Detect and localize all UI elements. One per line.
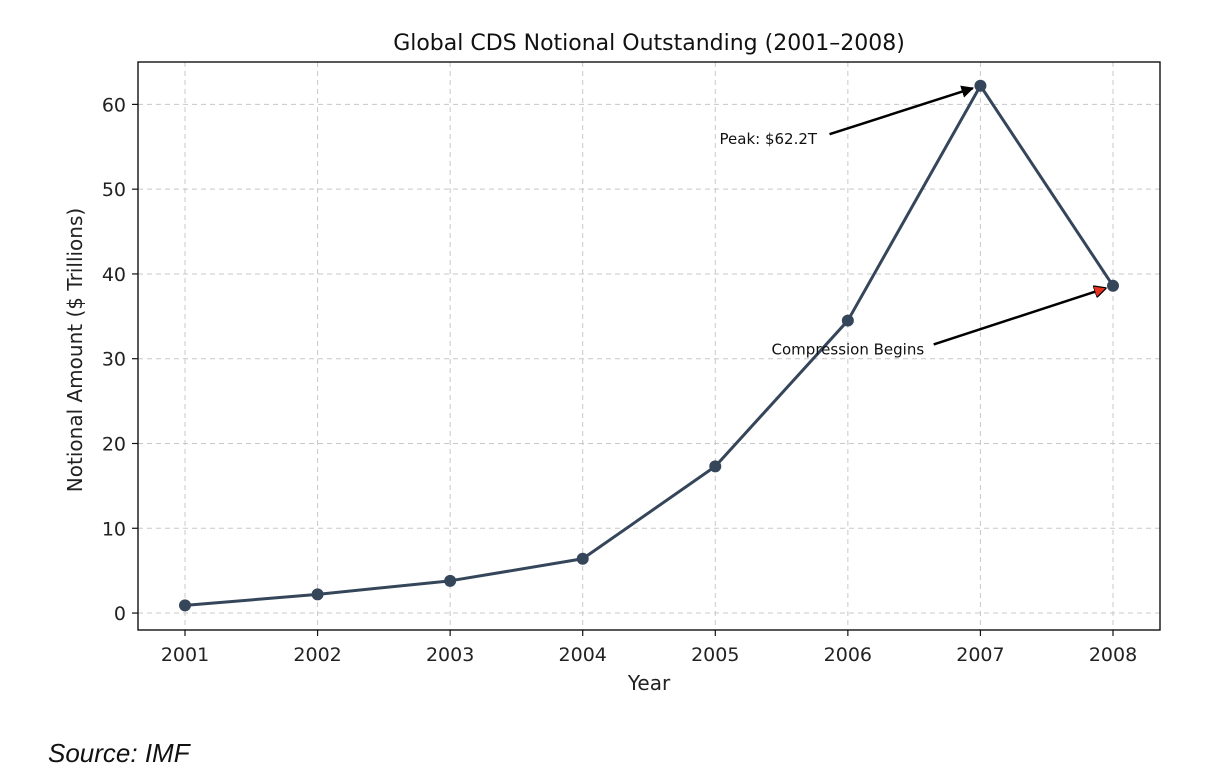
x-tick-label: 2003: [426, 644, 474, 666]
y-tick-label: 10: [102, 518, 126, 540]
x-tick-label: 2006: [824, 644, 872, 666]
grid: [138, 62, 1160, 630]
data-point: [709, 460, 722, 473]
y-tick-label: 40: [102, 264, 126, 286]
x-axis-label: Year: [627, 671, 671, 695]
annotations: Peak: $62.2T Compression Begins: [720, 85, 1106, 358]
data-point: [311, 588, 324, 601]
plot-area: [137, 61, 1161, 631]
x-tick-label: 2002: [293, 644, 341, 666]
y-tick-label: 0: [114, 603, 126, 625]
y-tick-label: 30: [102, 349, 126, 371]
x-tick-label: 2008: [1089, 644, 1137, 666]
y-tick-label: 20: [102, 433, 126, 455]
chart-title: Global CDS Notional Outstanding (2001–20…: [393, 31, 905, 56]
y-axis-label: Notional Amount ($ Trillions): [63, 208, 87, 492]
x-tick-label: 2007: [956, 644, 1004, 666]
data-point: [1107, 279, 1119, 292]
data-point: [444, 574, 457, 587]
data-point: [974, 79, 987, 92]
data-point: [179, 599, 191, 612]
series-line: [184, 84, 1115, 607]
annotation-arrow: [829, 85, 975, 136]
x-tick-label: 2001: [161, 644, 209, 666]
x-axis: 2001 2002 2003 2004 2005 2006 2007 2008: [161, 630, 1137, 666]
data-point: [841, 314, 854, 327]
y-axis: 0 10 20 30 40 50 60: [102, 94, 138, 625]
annotation-text: Peak: $62.2T: [720, 130, 818, 148]
series-cds-notional: [179, 79, 1119, 612]
annotation-arrow: [933, 288, 1106, 346]
source-note: Source: IMF: [48, 738, 190, 768]
y-tick-label: 60: [102, 94, 126, 116]
annotation-text: Compression Begins: [772, 340, 925, 358]
y-tick-label: 50: [102, 179, 126, 201]
x-tick-label: 2005: [691, 644, 739, 666]
x-tick-label: 2004: [559, 644, 607, 666]
data-point: [576, 552, 589, 565]
